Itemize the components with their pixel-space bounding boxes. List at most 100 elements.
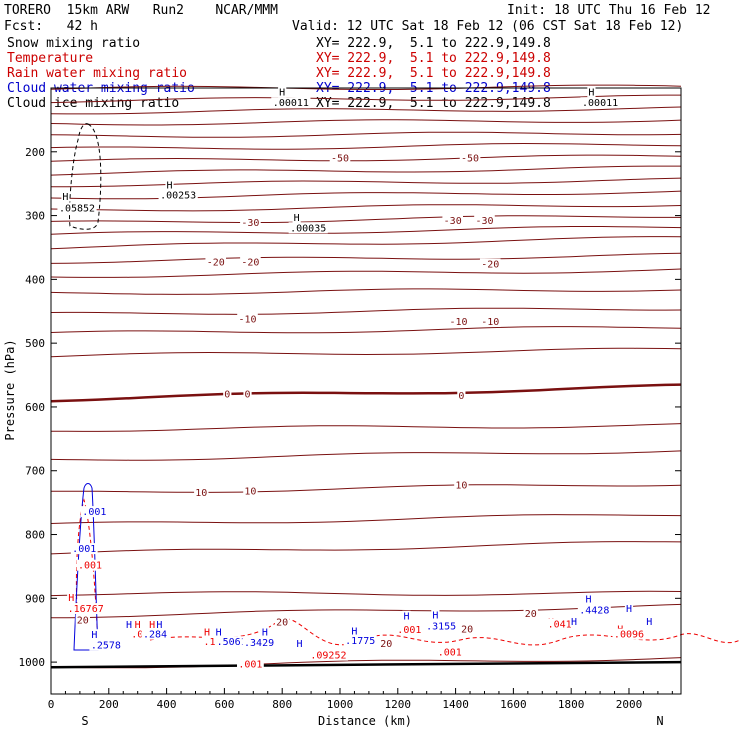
legend-snow: Snow mixing ratio: [7, 36, 141, 51]
cloud-water-label: .2578: [91, 640, 121, 651]
cloud-water-label: H: [297, 639, 303, 650]
x-tick-label: 600: [214, 698, 234, 711]
rain-label-bg: [66, 603, 106, 615]
cloud-water-label-bg: [645, 615, 654, 627]
rain-label-bg: [237, 658, 264, 670]
temperature-label-bg: [237, 313, 258, 325]
isotherm-line: [50, 326, 682, 334]
y-tick-label: 700: [25, 465, 45, 478]
cloud-water-label: H: [91, 630, 97, 641]
y-axis-label: Pressure (hPa): [3, 339, 17, 440]
snow-label-bg: [158, 189, 198, 201]
snow-label: .00253: [160, 191, 196, 202]
rain-label-bg: [76, 559, 104, 571]
x-tick-label: 1400: [442, 698, 469, 711]
x-tick-label: 1800: [558, 698, 585, 711]
snow-label: H: [166, 181, 172, 192]
temperature-label-bg: [243, 485, 258, 497]
temperature-label: -10: [481, 317, 499, 328]
isotherm-line: [50, 252, 682, 264]
rain-label: .041: [548, 619, 572, 630]
isotherm-line: [50, 154, 682, 162]
rain-label-bg: [67, 592, 76, 604]
x-tick-label: 1600: [500, 698, 527, 711]
temperature-label-bg: [274, 616, 290, 628]
cloud-water-label: H: [126, 620, 132, 631]
cloud-water-label-bg: [124, 619, 134, 631]
cloud-water-label: H: [216, 628, 222, 639]
rain-contours: [75, 498, 740, 651]
snow-label-bg: [580, 97, 620, 109]
isotherm-line: [50, 165, 681, 176]
isotherm-line: [50, 84, 682, 90]
cloud-water-label: .3155: [426, 621, 456, 632]
cloud-water-label: H: [646, 617, 652, 628]
temperature-label-bg: [457, 390, 466, 402]
cloud-water-label-bg: [90, 629, 99, 641]
cloud-water-label-bg: [141, 628, 169, 640]
temperature-label: 10: [195, 488, 207, 499]
x-axis-label: Distance (km): [318, 714, 412, 728]
cloud-water-label: .1775: [345, 636, 375, 647]
cloud-water-label: .3429: [244, 638, 274, 649]
y-tick-label: 200: [25, 146, 45, 159]
ground-surface-line: [50, 660, 682, 669]
snow-label-bg: [165, 179, 174, 191]
temperature-label: 0: [458, 391, 464, 402]
isotherm-line: [50, 603, 682, 619]
isotherm-line: [50, 347, 682, 358]
isotherm-line: [50, 204, 682, 212]
snow-label-bg: [278, 86, 287, 98]
endpoint-right: N: [656, 714, 663, 728]
contour-labels: -50 -50 -30 -30 -30 -20 -20 -20 -10 -10 -10 0 0 0 10 10…: [57, 86, 654, 671]
cloud-water-label-bg: [70, 543, 98, 555]
isotherm-line: [50, 215, 681, 223]
temperature-label: -20: [481, 260, 499, 271]
rain-label-bg: [612, 628, 646, 640]
isotherm-line: [50, 541, 682, 555]
x-tick-label: 1200: [385, 698, 412, 711]
temperature-label: 20: [276, 617, 288, 628]
isotherm-line: [50, 236, 682, 250]
temperature-label-bg: [194, 486, 209, 498]
x-tick-label: 0: [48, 698, 55, 711]
header-fcst: Fcst: 42 h: [4, 19, 98, 34]
rain-label: .0096: [614, 630, 644, 641]
isotherm-line: [50, 131, 682, 138]
y-tick-label: 300: [25, 210, 45, 223]
rain-label: H: [68, 593, 74, 604]
snow-label-bg: [288, 222, 328, 234]
cloud-water-label-bg: [295, 638, 304, 650]
snow-label-bg: [292, 212, 301, 224]
cloud-water-label-bg: [431, 609, 440, 621]
header-init: Init: 18 UTC Thu 16 Feb 12: [507, 3, 711, 18]
isotherm-line: [50, 383, 682, 403]
rain-label-bg: [308, 649, 349, 661]
y-tick-label: 500: [25, 337, 45, 350]
temperature-label-bg: [523, 608, 538, 620]
temperature-label-bg: [379, 638, 394, 650]
temperature-label-bg: [240, 217, 261, 229]
x-tick-label: 200: [99, 698, 119, 711]
legend-rain-xy: XY= 222.9, 5.1 to 222.9,149.8: [316, 66, 551, 81]
temperature-label-bg: [479, 316, 501, 328]
isotherm-line: [50, 190, 682, 200]
temperature-label: 20: [77, 616, 89, 627]
rain-label-bg: [133, 619, 142, 631]
rain-label: .16767: [68, 604, 104, 615]
cloud-water-label: .284: [143, 630, 167, 641]
cloud-water-label: H: [571, 617, 577, 628]
endpoint-left: S: [81, 714, 88, 728]
cloud-water-label: H: [156, 620, 162, 631]
rain-label: .001: [238, 660, 262, 671]
rain-label-bg: [395, 624, 423, 636]
cloud-water-label: .001: [72, 544, 96, 555]
isotherm-line: [51, 177, 682, 188]
y-tick-label: 900: [25, 592, 45, 605]
temperature-label: 10: [244, 487, 256, 498]
y-tick-label: 600: [25, 401, 45, 414]
cloud-water-label-bg: [89, 639, 123, 651]
cloud-water-label: H: [403, 612, 409, 623]
cloud-water-label: H: [432, 610, 438, 621]
